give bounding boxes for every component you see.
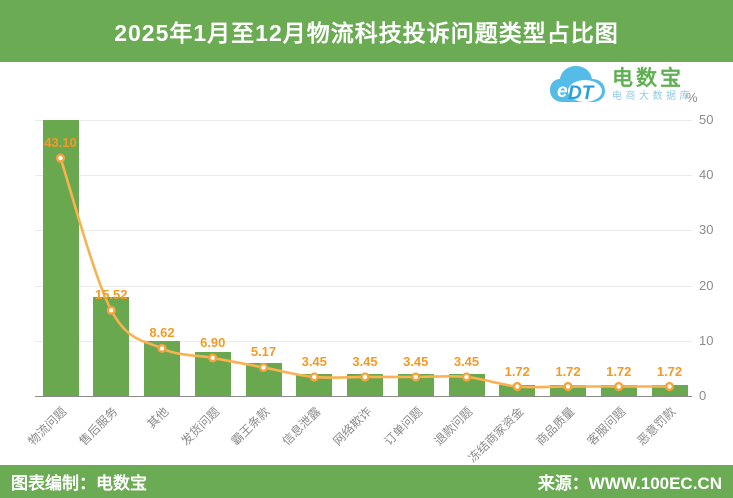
bar-售后服务 [93,296,130,396]
value-label: 1.72 [504,363,530,379]
value-label: 5.17 [250,344,277,360]
y-axis-tick-label: 10 [699,332,714,348]
value-label: 43.10 [44,135,77,151]
bar-网络欺诈 [347,373,383,396]
x-axis-label-发货问题: 发货问题 [178,404,223,449]
cloud-icon: e DT [550,66,605,104]
bar-冻结商家资金 [499,384,536,396]
edt-logo: e DT 电数宝 电商大数据库 [549,64,693,106]
value-label: 6.90 [200,334,226,350]
logo-subtitle: 电商大数据库 [612,91,693,102]
cloud-letters-dt: DT [568,83,595,104]
y-axis-tick-label: 50 [699,112,714,127]
x-axis-label-退款问题: 退款问题 [431,404,476,449]
gridline [35,340,692,342]
bar-信息泄露 [296,373,333,396]
bar-客服问题 [600,384,637,396]
bar-恶意罚款 [651,384,688,396]
value-label: 3.45 [301,353,327,369]
title-bar: 2025年1月至12月物流科技投诉问题类型占比图 [0,0,733,62]
bar-物流问题 [42,120,79,396]
x-axis-label-恶意罚款: 恶意罚款 [634,404,679,449]
y-axis-tick-label: 40 [699,167,714,183]
logo-brand-name: 电数宝 [612,67,684,90]
cloud-letter-e: e [557,81,568,102]
value-label: 1.72 [656,363,683,379]
x-axis-label-网络欺诈: 网络欺诈 [330,404,375,449]
footer-bar: 图表编制：电数宝 来源：WWW.100EC.CN [0,465,733,498]
chart-canvas: 43.10 15.52 8.62 6.90 5.17 3.45 3.45 3.45 3.45 1.… [0,62,733,465]
x-axis-label-售后服务: 售后服务 [76,404,121,449]
x-axis-label-订单问题: 订单问题 [381,404,426,449]
gridline [35,230,692,232]
x-axis-line [35,396,692,397]
x-axis-label-其他: 其他 [144,404,172,432]
value-label: 1.72 [606,363,632,379]
bar-退款问题 [448,373,485,396]
bar-霸王条款 [245,362,282,396]
bar-订单问题 [397,373,434,396]
bar-商品质量 [550,384,586,396]
x-axis-label-信息泄露: 信息泄露 [279,404,324,449]
chart-title: 2025年1月至12月物流科技投诉问题类型占比图 [114,20,619,46]
y-axis-tick-label: 0 [699,388,707,403]
value-label: 1.72 [555,363,581,379]
footer-source: 来源：WWW.100EC.CN [537,474,722,493]
y-axis-unit-label: % [686,90,698,105]
gridline [35,120,692,121]
value-label: 15.52 [94,287,128,303]
value-label: 3.45 [403,353,429,369]
y-axis-tick-label: 30 [699,222,714,238]
value-label: 3.45 [453,353,480,369]
value-label: 8.62 [149,325,175,341]
x-axis-label-霸王条款: 霸王条款 [228,404,273,449]
y-axis-tick-label: 20 [699,277,714,293]
bar-发货问题 [194,351,231,396]
x-axis-label-商品质量: 商品质量 [533,404,578,449]
x-axis-label-物流问题: 物流问题 [25,404,70,449]
bar-其他 [144,340,180,396]
logo-text: 电数宝 电商大数据库 [612,67,693,103]
gridline [35,175,692,177]
footer-credit: 图表编制：电数宝 [11,474,147,493]
x-axis-label-客服问题: 客服问题 [584,404,629,449]
value-label: 3.45 [352,353,378,369]
